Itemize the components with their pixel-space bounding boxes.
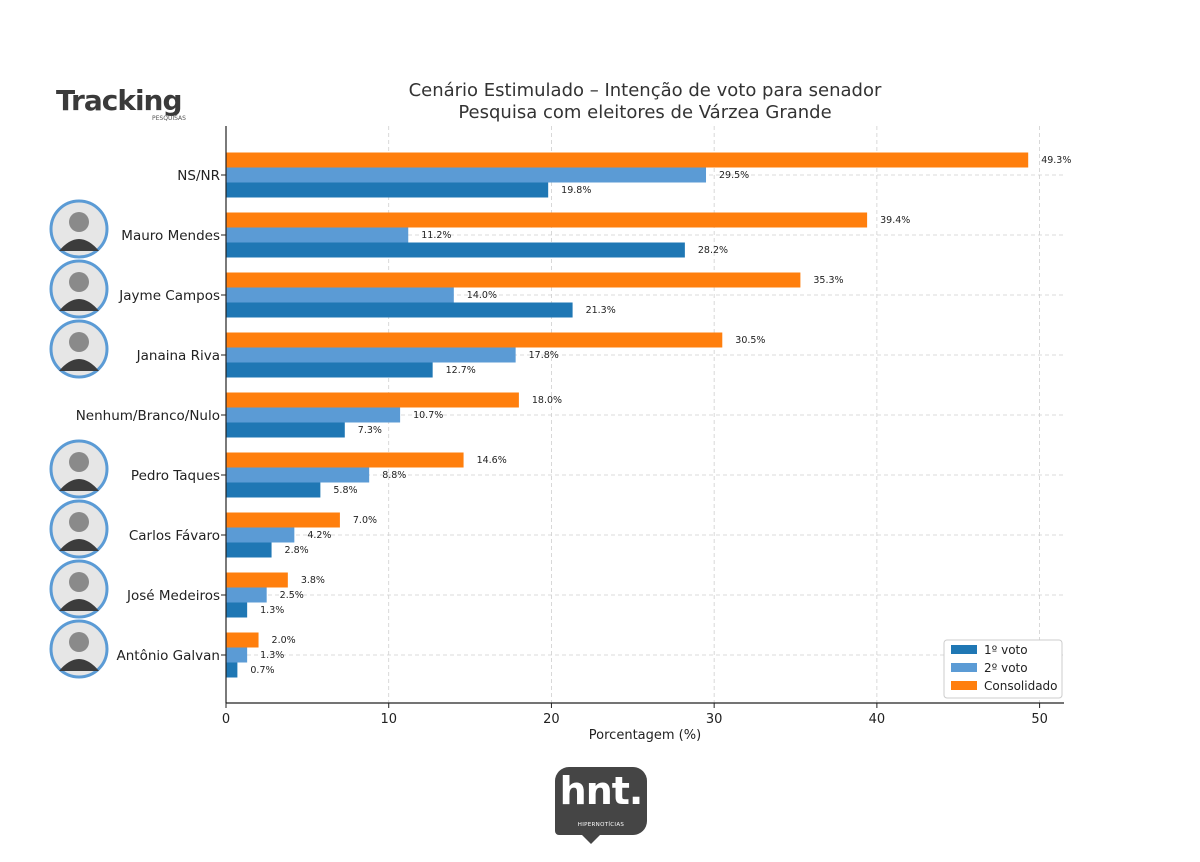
candidate-photos: [49, 199, 109, 679]
legend: 1º voto 2º voto Consolidado: [943, 639, 1063, 699]
bar-2-voto-nenhum-branco-nulo: [226, 407, 401, 423]
data-label: 17.8%: [529, 350, 559, 361]
bar-1-voto-janaina-riva: [226, 362, 433, 378]
bars: [226, 152, 1029, 678]
bar-1-voto-pedro-taques: [226, 482, 321, 498]
category-label-mauro-mendes: Mauro Mendes: [121, 228, 220, 244]
data-label: 12.7%: [446, 365, 476, 376]
chart-title: Cenário Estimulado – Intenção de voto pa…: [409, 80, 882, 101]
data-label: 30.5%: [735, 335, 765, 346]
bar-2-voto-jayme-campos: [226, 287, 454, 303]
data-label: 14.0%: [467, 290, 497, 301]
bar-consolidado-janaina-riva: [226, 332, 723, 348]
hnt-logo: hnt. HIPERNOTÍCIAS: [555, 767, 647, 844]
bar-consolidado-mauro-mendes: [226, 212, 868, 228]
avatar-janaina-riva: [49, 319, 109, 379]
data-label: 2.5%: [280, 590, 304, 601]
bar-1-voto-jayme-campos: [226, 302, 573, 318]
x-tick-label: 50: [1031, 712, 1048, 727]
data-label: 35.3%: [813, 275, 843, 286]
data-label: 39.4%: [880, 215, 910, 226]
data-label: 1.3%: [260, 605, 284, 616]
avatar-pedro-taques: [49, 439, 109, 499]
x-tick-label: 30: [706, 712, 723, 727]
data-label: 2.8%: [285, 545, 309, 556]
tracking-logo-subtext: PESQUISAS: [152, 115, 186, 122]
bar-consolidado-nenhum-branco-nulo: [226, 392, 519, 408]
x-tick-label: 0: [222, 712, 230, 727]
data-label: 3.8%: [301, 575, 325, 586]
data-label: 5.8%: [333, 485, 357, 496]
x-tick-label: 20: [543, 712, 560, 727]
chart-subtitle: Pesquisa com eleitores de Várzea Grande: [458, 102, 831, 123]
category-label-nenhum-branco-nulo: Nenhum/Branco/Nulo: [76, 408, 220, 424]
bar-1-voto-ns-nr: [226, 182, 549, 198]
avatar-mauro-mendes: [49, 199, 109, 259]
data-label: 19.8%: [561, 185, 591, 196]
legend-swatch-1-voto: [951, 645, 977, 654]
data-label: 2.0%: [272, 635, 296, 646]
data-label: 11.2%: [421, 230, 451, 241]
data-label: 10.7%: [413, 410, 443, 421]
data-label: 8.8%: [382, 470, 406, 481]
data-label: 28.2%: [698, 245, 728, 256]
bar-1-voto-nenhum-branco-nulo: [226, 422, 345, 438]
data-label: 0.7%: [250, 665, 274, 676]
bar-2-voto-ns-nr: [226, 167, 707, 183]
data-label: 14.6%: [477, 455, 507, 466]
hnt-logo-text: hnt.: [559, 769, 644, 813]
bar-consolidado-jose-medeiros: [226, 572, 288, 588]
bar-2-voto-carlos-favaro: [226, 527, 295, 543]
legend-label-consolidado: Consolidado: [984, 679, 1058, 693]
avatar-carlos-favaro: [49, 499, 109, 559]
category-label-janaina-riva: Janaina Riva: [136, 348, 220, 364]
x-axis-label: Porcentagem (%): [589, 728, 701, 743]
data-labels: 49.3% 29.5% 19.8% 39.4% 11.2% 28.2% 35.3% 14.0%…: [250, 155, 1071, 676]
bar-consolidado-carlos-favaro: [226, 512, 340, 528]
tracking-logo: Tracking PESQUISAS: [56, 84, 206, 128]
bar-1-voto-carlos-favaro: [226, 542, 272, 558]
legend-label-1-voto: 1º voto: [984, 643, 1028, 657]
x-tick-label: 10: [380, 712, 397, 727]
category-label-antonio-galvan: Antônio Galvan: [116, 648, 220, 664]
bar-2-voto-pedro-taques: [226, 467, 370, 483]
bar-2-voto-janaina-riva: [226, 347, 516, 363]
bar-consolidado-jayme-campos: [226, 272, 801, 288]
data-label: 7.0%: [353, 515, 377, 526]
bar-1-voto-mauro-mendes: [226, 242, 685, 258]
bar-1-voto-jose-medeiros: [226, 602, 248, 618]
bar-consolidado-pedro-taques: [226, 452, 464, 468]
x-tick-label: 40: [869, 712, 886, 727]
data-label: 21.3%: [586, 305, 616, 316]
category-label-carlos-favaro: Carlos Fávaro: [129, 528, 220, 544]
data-label: 18.0%: [532, 395, 562, 406]
bar-2-voto-jose-medeiros: [226, 587, 267, 603]
category-label-jayme-campos: Jayme Campos: [118, 288, 220, 304]
axes: 0 10 20 30 40 50 NS/NR Mauro Mendes Jayme Campos…: [76, 126, 1064, 727]
data-label: 7.3%: [358, 425, 382, 436]
legend-swatch-2-voto: [951, 663, 977, 672]
hnt-logo-subtext: HIPERNOTÍCIAS: [577, 822, 625, 828]
avatar-jayme-campos: [49, 259, 109, 319]
bar-2-voto-antonio-galvan: [226, 647, 248, 663]
avatar-jose-medeiros: [49, 559, 109, 619]
data-label: 4.2%: [307, 530, 331, 541]
category-label-ns-nr: NS/NR: [177, 168, 220, 184]
legend-swatch-consolidado: [951, 681, 977, 690]
data-label: 1.3%: [260, 650, 284, 661]
bar-consolidado-antonio-galvan: [226, 632, 259, 648]
data-label: 49.3%: [1041, 155, 1071, 166]
tracking-logo-text: Tracking: [56, 84, 183, 117]
category-label-jose-medeiros: José Medeiros: [126, 588, 220, 604]
bar-2-voto-mauro-mendes: [226, 227, 409, 243]
avatar-antonio-galvan: [49, 619, 109, 679]
legend-label-2-voto: 2º voto: [984, 661, 1028, 675]
category-label-pedro-taques: Pedro Taques: [131, 468, 220, 484]
data-label: 29.5%: [719, 170, 749, 181]
bar-consolidado-ns-nr: [226, 152, 1029, 168]
bar-1-voto-antonio-galvan: [226, 662, 238, 678]
